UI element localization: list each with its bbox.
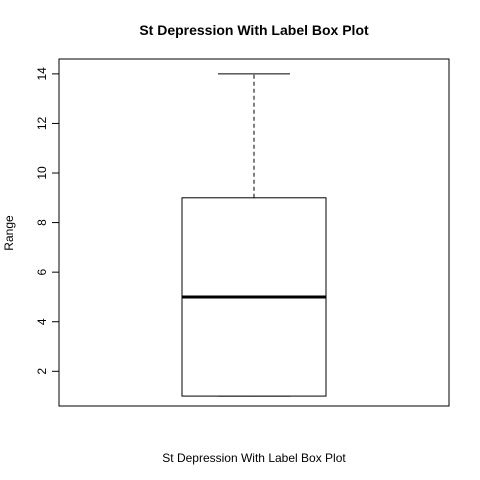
y-tick-label: 14 [35,67,49,81]
y-axis: 2 4 6 8 10 12 14 [35,67,60,375]
y-tick-label: 12 [35,116,49,130]
box-plot [181,73,327,397]
y-axis-label: Range [2,215,16,251]
y-tick-label: 8 [35,219,49,226]
chart-title: St Depression With Label Box Plot [139,22,369,38]
y-tick-label: 4 [35,318,49,325]
y-tick-label: 2 [35,368,49,375]
y-tick-label: 10 [35,166,49,180]
x-axis-label: St Depression With Label Box Plot [162,451,346,465]
y-tick-label: 6 [35,269,49,276]
